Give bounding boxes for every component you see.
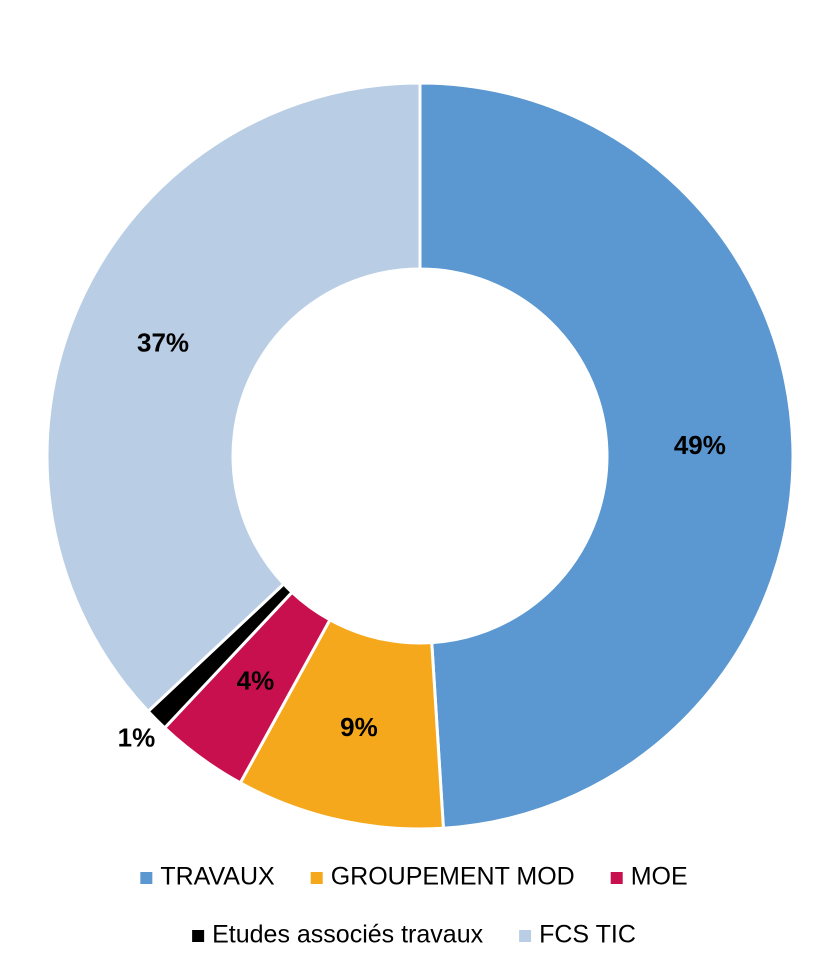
legend-item: TRAVAUX [140, 863, 275, 891]
legend-item: FCS TIC [519, 921, 636, 949]
donut-slice [418, 81, 795, 830]
legend-swatch [192, 930, 205, 942]
value-label: 9% [340, 712, 378, 742]
legend-item: Etudes associés travaux [192, 921, 484, 949]
legend-swatch [310, 872, 323, 884]
legend-item: GROUPEMENT MOD [310, 863, 575, 891]
legend-swatch [140, 872, 153, 884]
value-label: 1% [118, 722, 156, 752]
legend-item: MOE [610, 863, 688, 891]
legend-label: FCS TIC [539, 921, 636, 949]
legend-label: TRAVAUX [160, 863, 275, 891]
legend-label: GROUPEMENT MOD [331, 863, 575, 891]
donut-slice [45, 81, 422, 714]
legend-label: MOE [631, 863, 688, 891]
legend-label: Etudes associés travaux [212, 921, 483, 949]
legend-swatch [610, 872, 623, 884]
value-label: 37% [137, 328, 189, 358]
value-label: 4% [237, 665, 275, 695]
legend-swatch [519, 930, 532, 942]
value-label: 49% [674, 430, 726, 460]
